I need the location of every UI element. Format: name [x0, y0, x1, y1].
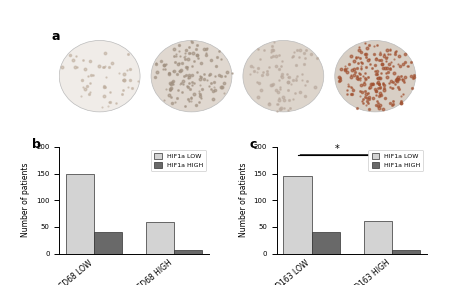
Bar: [66, 174, 94, 254]
Y-axis label: Number of patients: Number of patients: [239, 163, 248, 237]
Legend: HIF1a LOW, HIF1a HIGH: HIF1a LOW, HIF1a HIGH: [151, 150, 206, 171]
Y-axis label: Number of patients: Number of patients: [21, 163, 30, 237]
Legend: HIF1a LOW, HIF1a HIGH: HIF1a LOW, HIF1a HIGH: [368, 150, 423, 171]
Bar: [146, 222, 174, 254]
Ellipse shape: [335, 40, 416, 112]
Text: c: c: [250, 138, 257, 151]
Bar: [364, 221, 392, 254]
Ellipse shape: [243, 40, 324, 112]
Bar: [94, 232, 122, 254]
Bar: [392, 250, 420, 254]
Ellipse shape: [151, 40, 232, 112]
Bar: [311, 232, 339, 254]
Ellipse shape: [59, 40, 140, 112]
Text: a: a: [52, 30, 60, 43]
Text: b: b: [32, 138, 41, 151]
Bar: [283, 176, 311, 254]
Bar: [174, 250, 202, 254]
Text: *: *: [335, 144, 340, 154]
